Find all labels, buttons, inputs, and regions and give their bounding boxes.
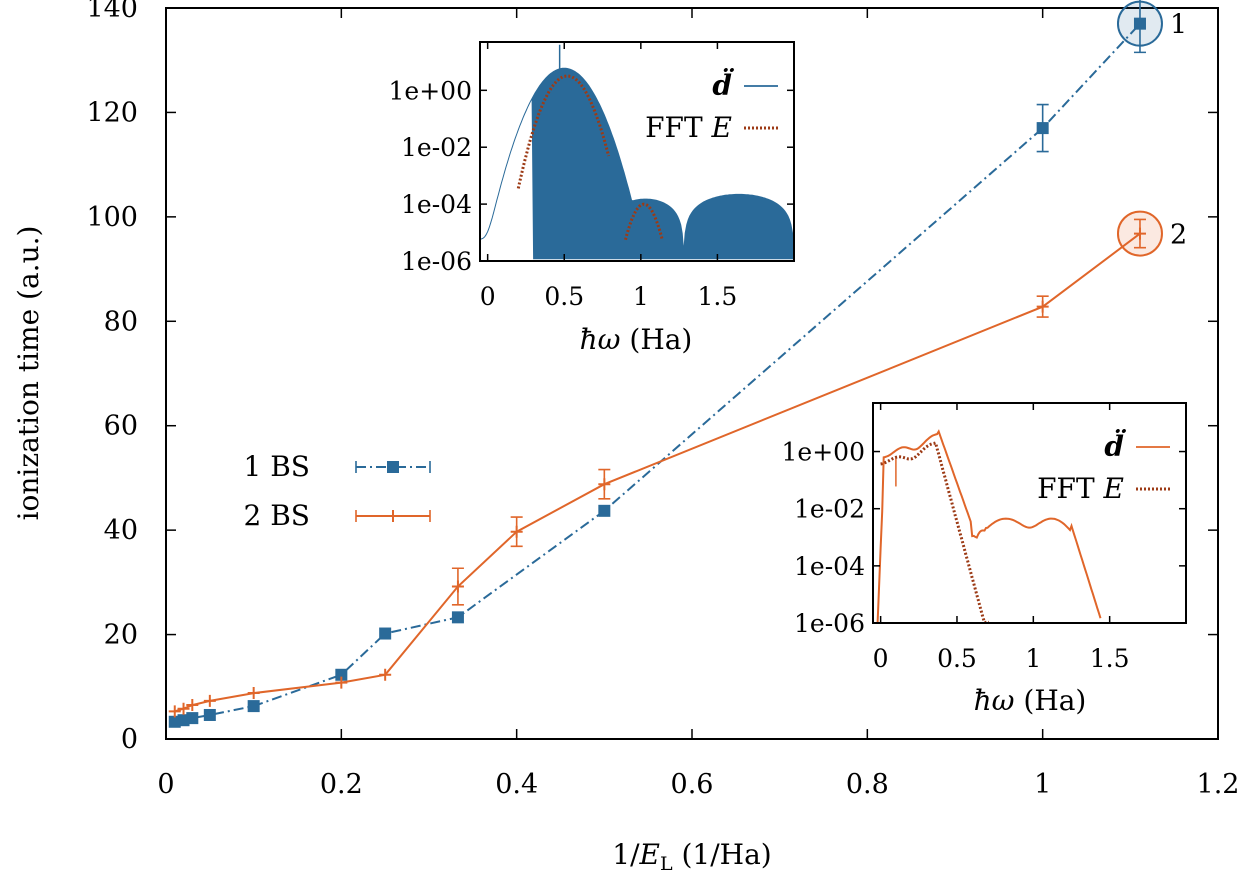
inset-1-frame bbox=[479, 41, 795, 262]
x-tick-label: 0.6 bbox=[671, 769, 714, 800]
highlight-circle bbox=[1116, 0, 1163, 47]
y-tick-label: 80 bbox=[104, 306, 138, 337]
legend-marker bbox=[387, 510, 399, 522]
inset-spectrum-1: 0 0.5 1 1.5 1e-06 1e-04 1e-02 1e+00 ħω (Ha) d̈… bbox=[389, 41, 795, 356]
inset-x-tick-label: 0.5 bbox=[544, 282, 584, 311]
inset-2-frame bbox=[872, 402, 1187, 624]
data-point-marker bbox=[1036, 300, 1049, 313]
inset-x-tick-label: 0 bbox=[873, 644, 889, 673]
data-point-marker bbox=[1133, 227, 1146, 240]
y-tick-label: 40 bbox=[104, 515, 138, 546]
inset-spectrum-2: 0 0.5 1 1.5 1e-06 1e-04 1e-02 1e+00 ħω (Ha) d̈… bbox=[782, 402, 1187, 717]
inset-x-tick-label: 1.5 bbox=[1090, 644, 1130, 673]
data-point-marker bbox=[186, 699, 199, 712]
inset-legend-label: d̈ bbox=[1104, 428, 1126, 463]
data-point-marker bbox=[335, 676, 348, 689]
inset-1-legend: d̈ FFT E bbox=[645, 67, 778, 144]
data-point-marker bbox=[203, 708, 216, 721]
data-point-marker bbox=[379, 668, 392, 681]
inset-legend-label: d̈ bbox=[712, 67, 734, 102]
legend: 1 BS 2 BS bbox=[244, 450, 431, 532]
inset-y-tick-label: 1e-02 bbox=[794, 495, 865, 524]
inset-2-tick-marks bbox=[873, 403, 1186, 624]
x-tick-label: 0.2 bbox=[320, 769, 363, 800]
y-tick-label: 20 bbox=[104, 620, 138, 651]
inset-x-tick-label: 1.5 bbox=[698, 282, 738, 311]
inset-y-tick-label: 1e-06 bbox=[401, 247, 472, 276]
inset-2-legend: d̈ FFT E bbox=[1037, 428, 1170, 505]
inset-y-tick-label: 1e-06 bbox=[794, 609, 865, 638]
inset-2-spectrum-curve bbox=[876, 429, 1102, 623]
inset-2-curves bbox=[876, 429, 1102, 623]
inset-2-fft-curve bbox=[880, 440, 989, 623]
inset-1-curves bbox=[480, 44, 794, 260]
inset-1-fft-curve-harmonic bbox=[624, 202, 664, 241]
inset-y-tick-label: 1e+00 bbox=[389, 76, 472, 105]
inset-y-tick-label: 1e-04 bbox=[794, 552, 865, 581]
data-point-marker bbox=[451, 580, 464, 593]
legend-entry-label: 1 BS bbox=[244, 450, 310, 483]
inset-x-tick-label: 1 bbox=[1025, 644, 1041, 673]
inset-y-tick-label: 1e+00 bbox=[782, 438, 865, 467]
y-tick-label: 120 bbox=[86, 97, 138, 128]
inset-2-x-axis-label: ħω (Ha) bbox=[974, 684, 1087, 717]
x-tick-label: 1.2 bbox=[1197, 769, 1240, 800]
point-annotation-label: 2 bbox=[1170, 220, 1187, 251]
data-point-marker bbox=[177, 702, 190, 715]
legend-errorbar-cap bbox=[355, 461, 431, 473]
main-tick-marks bbox=[165, 7, 1219, 740]
x-tick-label: 0 bbox=[157, 769, 174, 800]
y-tick-label: 100 bbox=[86, 202, 138, 233]
inset-x-tick-label: 0.5 bbox=[937, 644, 977, 673]
data-point-marker bbox=[203, 694, 216, 707]
y-tick-label: 0 bbox=[121, 724, 138, 755]
highlight-circle bbox=[1116, 210, 1163, 257]
inset-1-x-tick-labels: 0 0.5 1 1.5 bbox=[480, 282, 738, 311]
main-x-tick-labels: 0 0.2 0.4 0.6 0.8 1 1.2 bbox=[157, 769, 1239, 800]
legend-marker bbox=[387, 461, 399, 473]
inset-1-fft-curve bbox=[516, 74, 611, 189]
legend-entry-label: 2 BS bbox=[244, 499, 310, 532]
data-point-marker bbox=[186, 712, 199, 725]
main-series: 12 bbox=[168, 0, 1187, 728]
data-point-marker bbox=[598, 504, 611, 517]
inset-1-x-axis-label: ħω (Ha) bbox=[580, 323, 693, 356]
data-point-marker bbox=[598, 478, 611, 491]
data-point-marker bbox=[335, 668, 348, 681]
inset-2-y-tick-labels: 1e-06 1e-04 1e-02 1e+00 bbox=[782, 438, 865, 638]
inset-y-tick-label: 1e-02 bbox=[401, 133, 472, 162]
data-point-marker bbox=[247, 700, 260, 713]
data-point-marker bbox=[451, 611, 464, 624]
main-y-tick-labels: 0 20 40 60 80 100 120 140 bbox=[86, 0, 138, 755]
x-axis-label: 1/EL (1/Ha) bbox=[612, 838, 771, 875]
x-tick-label: 0.8 bbox=[846, 769, 889, 800]
inset-x-tick-label: 0 bbox=[480, 282, 496, 311]
legend-errorbar-cap bbox=[355, 510, 431, 522]
inset-legend-label: FFT E bbox=[645, 111, 732, 144]
inset-1-tick-marks bbox=[480, 42, 794, 262]
y-tick-label: 60 bbox=[104, 411, 138, 442]
x-tick-label: 0.4 bbox=[495, 769, 538, 800]
inset-legend-label: FFT E bbox=[1037, 472, 1124, 505]
inset-1-y-tick-labels: 1e-06 1e-04 1e-02 1e+00 bbox=[389, 76, 472, 276]
inset-y-tick-label: 1e-04 bbox=[401, 190, 472, 219]
x-tick-label: 1 bbox=[1034, 769, 1051, 800]
inset-x-tick-label: 1 bbox=[633, 282, 649, 311]
y-axis-label: ionization time (a.u.) bbox=[12, 226, 45, 521]
data-point-marker bbox=[168, 705, 181, 718]
y-tick-label: 140 bbox=[86, 0, 138, 24]
point-annotation-label: 1 bbox=[1170, 10, 1187, 41]
inset-2-background bbox=[873, 403, 1186, 623]
data-point-marker bbox=[247, 687, 260, 700]
data-point-marker bbox=[510, 525, 523, 538]
data-point-marker bbox=[1133, 17, 1146, 30]
data-point-marker bbox=[1036, 122, 1049, 135]
inset-1-spectrum-band bbox=[480, 67, 794, 260]
data-point-marker bbox=[379, 627, 392, 640]
inset-2-x-tick-labels: 0 0.5 1 1.5 bbox=[873, 644, 1130, 673]
